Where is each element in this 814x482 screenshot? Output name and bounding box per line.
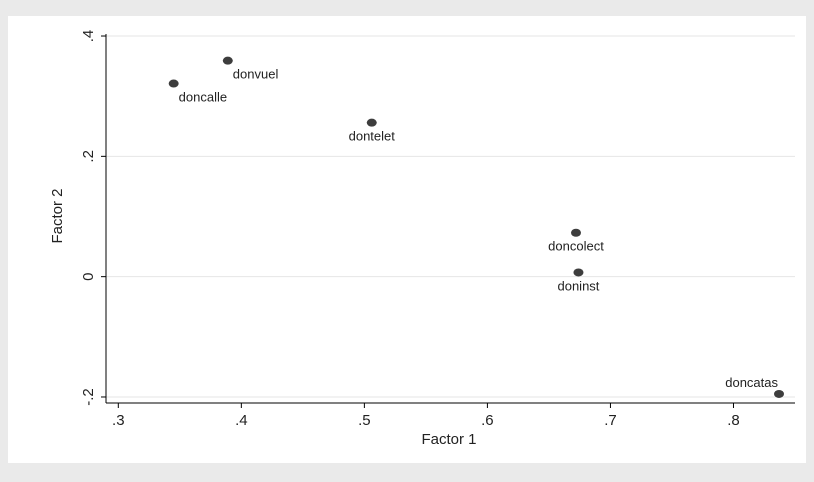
grid-lines [106, 35, 795, 398]
y-tick-label: .4 [80, 30, 97, 43]
data-point [570, 228, 581, 237]
point-label: doninst [557, 278, 599, 293]
x-tick-label: .6 [481, 412, 494, 429]
y-tick-label: -.2 [80, 388, 97, 406]
x-axis-title: Factor 1 [421, 431, 476, 448]
data-point [774, 389, 785, 398]
y-tick-label: 0 [80, 272, 97, 280]
point-label: doncatas [725, 375, 778, 390]
point-label: donvuel [233, 67, 279, 82]
data-point [222, 56, 233, 65]
x-tick-label: .8 [727, 412, 740, 429]
data-point [573, 268, 584, 277]
chart-outer-frame [8, 16, 806, 463]
x-tick-label: .7 [604, 412, 617, 429]
x-tick-label: .3 [112, 412, 125, 429]
data-point [366, 118, 377, 127]
point-label: dontelet [349, 129, 396, 144]
data-points: donvuel doncalle dontelet doncolect doninst d… [168, 56, 785, 398]
y-tick-label: .2 [80, 150, 97, 163]
data-point [168, 79, 179, 88]
point-label: doncalle [179, 90, 227, 105]
axes: -.2 0 .2 .4 .3 .4 .5 .6 .7 .8 [80, 30, 795, 429]
x-tick-label: .4 [235, 412, 248, 429]
y-axis-title: Factor 2 [49, 188, 66, 243]
point-label: doncolect [548, 239, 604, 254]
x-tick-label: .5 [358, 412, 371, 429]
